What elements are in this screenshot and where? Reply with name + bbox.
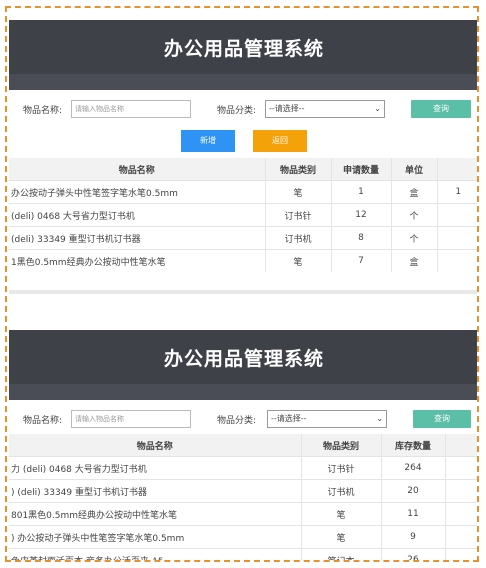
table-row[interactable]: (deli) 0468 大号省力型订书机 订书针 12 个 (9, 203, 477, 227)
cell-name: ) 办公按动子弹头中性笔签字笔水笔0.5mm (9, 525, 301, 549)
cell-stock: 264 (380, 456, 445, 480)
table-row[interactable]: 色皮革封面活页本 商务办公活页夹 A5 笔记本 26 (9, 548, 477, 560)
inventory-panel: 办公用品管理系统 物品名称: 请输入物品名称 物品分类: --请选择-- ⌄ 查… (9, 330, 477, 560)
table-header-row: 物品名称 物品类别 库存数量 (9, 434, 477, 457)
app-title: 办公用品管理系统 (163, 37, 324, 60)
table-row[interactable]: 力 (deli) 0468 大号省力型订书机 订书针 264 (9, 456, 477, 480)
cell-quantity: 8 (330, 226, 391, 250)
item-name-label: 物品名称: (23, 106, 63, 116)
col-header-name: 物品名称 (9, 158, 265, 181)
apply-panel: 办公用品管理系统 物品名称: 请输入物品名称 物品分类: --请选择-- ⌄ 查… (9, 20, 477, 282)
cell-extra (436, 249, 477, 272)
table-header-row: 物品名称 物品类别 申请数量 单位 (9, 158, 477, 181)
cell-category: 笔 (264, 180, 331, 204)
chevron-down-icon: ⌄ (376, 414, 383, 423)
cell-category: 笔 (300, 525, 381, 549)
app-header: 办公用品管理系统 (9, 330, 477, 384)
cell-category: 笔 (300, 502, 381, 526)
item-name-input[interactable]: 请输入物品名称 (71, 100, 191, 118)
cell-extra (436, 226, 477, 250)
table-row[interactable]: ) 办公按动子弹头中性笔签字笔水笔0.5mm 笔 9 (9, 525, 477, 549)
cell-stock: 9 (380, 525, 445, 549)
action-buttons: 新增 返回 (9, 124, 477, 158)
cell-name: (deli) 33349 重型订书机订书器 (9, 226, 265, 250)
cell-category: 笔 (264, 249, 331, 272)
cell-category: 订书针 (300, 456, 381, 480)
col-header-unit: 单位 (390, 158, 437, 181)
table-row[interactable]: 1黑色0.5mm经典办公按动中性笔水笔 笔 7 盒 (9, 249, 477, 272)
cell-category: 订书机 (264, 226, 331, 250)
cell-quantity: 7 (330, 249, 391, 272)
section-divider (9, 290, 477, 294)
cell-stock: 20 (380, 479, 445, 503)
query-button[interactable]: 查询 (411, 100, 471, 118)
table-row[interactable]: (deli) 33349 重型订书机订书器 订书机 8 个 (9, 226, 477, 250)
category-label: 物品分类: (217, 106, 257, 116)
search-bar: 物品名称: 请输入物品名称 物品分类: --请选择-- ⌄ 查询 (9, 400, 477, 434)
cell-category: 订书针 (264, 203, 331, 227)
cell-name: 801黑色0.5mm经典办公按动中性笔水笔 (9, 502, 301, 526)
item-name-label: 物品名称: (23, 416, 63, 426)
table-row[interactable]: 办公按动子弹头中性笔签字笔水笔0.5mm 笔 1 盒 1 (9, 180, 477, 204)
cell-extra (444, 456, 477, 480)
cell-quantity: 1 (330, 180, 391, 204)
category-select[interactable]: --请选择-- ⌄ (265, 100, 385, 118)
sub-bar (9, 384, 477, 400)
table-row[interactable]: 801黑色0.5mm经典办公按动中性笔水笔 笔 11 (9, 502, 477, 526)
screenshot-frame: 办公用品管理系统 物品名称: 请输入物品名称 物品分类: --请选择-- ⌄ 查… (5, 6, 479, 562)
inventory-table: 物品名称 物品类别 库存数量 力 (deli) 0468 大号省力型订书机 订书… (9, 434, 477, 560)
cell-unit: 盒 (390, 249, 437, 272)
col-header-stock: 库存数量 (380, 434, 445, 457)
cell-unit: 个 (390, 203, 437, 227)
cell-name: 力 (deli) 0468 大号省力型订书机 (9, 456, 301, 480)
cell-extra (444, 502, 477, 526)
item-name-input[interactable]: 请输入物品名称 (71, 410, 191, 428)
col-header-extra (444, 434, 477, 457)
col-header-quantity: 申请数量 (330, 158, 391, 181)
cell-extra (436, 203, 477, 227)
cell-category: 订书机 (300, 479, 381, 503)
back-button[interactable]: 返回 (253, 130, 307, 152)
category-select[interactable]: --请选择-- ⌄ (267, 410, 387, 428)
category-selected-value: --请选择-- (271, 414, 307, 423)
cell-extra: 1 (436, 180, 477, 204)
cell-stock: 26 (380, 548, 445, 560)
chevron-down-icon: ⌄ (374, 104, 381, 113)
cell-unit: 盒 (390, 180, 437, 204)
query-button[interactable]: 查询 (413, 410, 471, 428)
app-header: 办公用品管理系统 (9, 20, 477, 74)
col-header-category: 物品类别 (300, 434, 381, 457)
cell-stock: 11 (380, 502, 445, 526)
cell-name: 色皮革封面活页本 商务办公活页夹 A5 (9, 548, 301, 560)
cell-name: (deli) 0468 大号省力型订书机 (9, 203, 265, 227)
col-header-extra (436, 158, 477, 181)
cell-unit: 个 (390, 226, 437, 250)
cell-extra (444, 479, 477, 503)
cell-extra (444, 525, 477, 549)
col-header-name: 物品名称 (9, 434, 301, 457)
category-label: 物品分类: (217, 416, 257, 426)
app-title: 办公用品管理系统 (163, 347, 324, 370)
add-button[interactable]: 新增 (181, 130, 235, 152)
cell-extra (444, 548, 477, 560)
search-bar: 物品名称: 请输入物品名称 物品分类: --请选择-- ⌄ 查询 (9, 90, 477, 124)
cell-quantity: 12 (330, 203, 391, 227)
sub-bar (9, 74, 477, 90)
col-header-category: 物品类别 (264, 158, 331, 181)
cell-name: 办公按动子弹头中性笔签字笔水笔0.5mm (9, 180, 265, 204)
table-row[interactable]: ) (deli) 33349 重型订书机订书器 订书机 20 (9, 479, 477, 503)
cell-name: ) (deli) 33349 重型订书机订书器 (9, 479, 301, 503)
category-selected-value: --请选择-- (269, 104, 305, 113)
apply-table: 物品名称 物品类别 申请数量 单位 办公按动子弹头中性笔签字笔水笔0.5mm 笔… (9, 158, 477, 272)
cell-category: 笔记本 (300, 548, 381, 560)
cell-name: 1黑色0.5mm经典办公按动中性笔水笔 (9, 249, 265, 272)
